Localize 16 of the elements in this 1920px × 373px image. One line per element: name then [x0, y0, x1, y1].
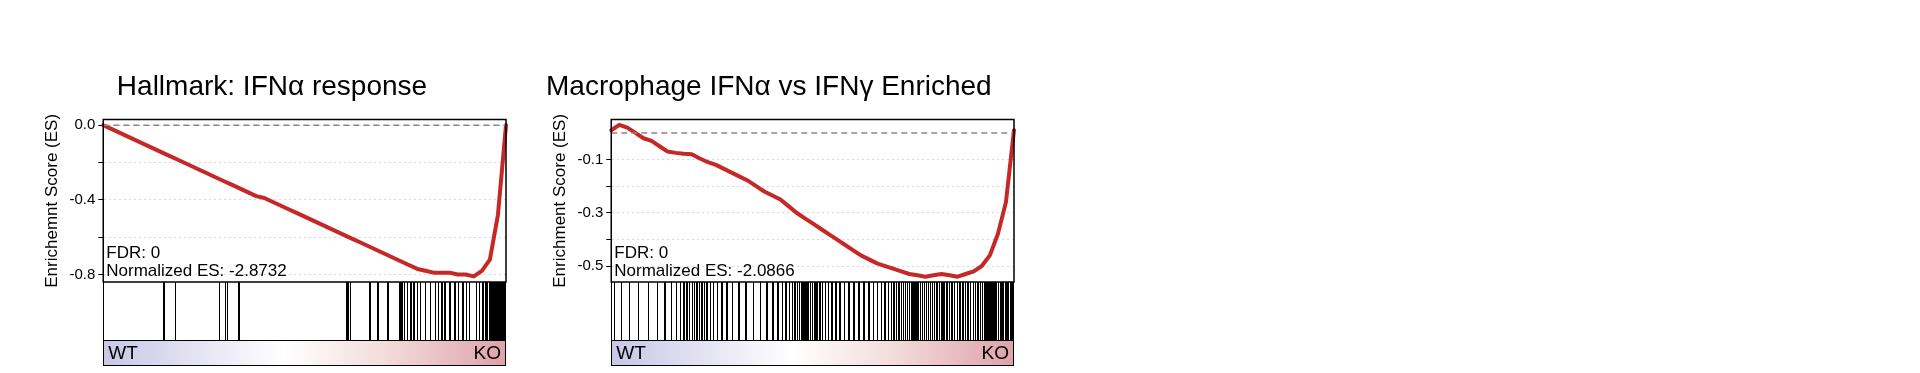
annotation: Normalized ES: -2.0866 [614, 261, 795, 281]
y-axis-title: Enrichemnt Score (ES) [41, 113, 61, 288]
y-tick-label: -0.1 [577, 149, 604, 167]
y-tick-label: -0.3 [577, 202, 604, 220]
annotation: Normalized ES: -2.8732 [106, 261, 287, 281]
gradient-strip: WT KO [103, 340, 506, 366]
y-tick-label: -0.4 [69, 190, 96, 208]
annotation: FDR: 0 [614, 243, 669, 263]
annotation: FDR: 0 [106, 243, 161, 263]
y-tick-label: 0.0 [74, 115, 96, 133]
y-tick-label: -0.5 [577, 256, 604, 274]
gradient-strip: WT KO [611, 340, 1014, 366]
chart-title: Macrophage IFNα vs IFNγ Enriched [546, 69, 992, 101]
chart-title: Hallmark: IFNα response [116, 69, 428, 101]
y-tick-label: -0.8 [69, 264, 96, 282]
y-axis-title: Enrichment Score (ES) [549, 113, 569, 288]
